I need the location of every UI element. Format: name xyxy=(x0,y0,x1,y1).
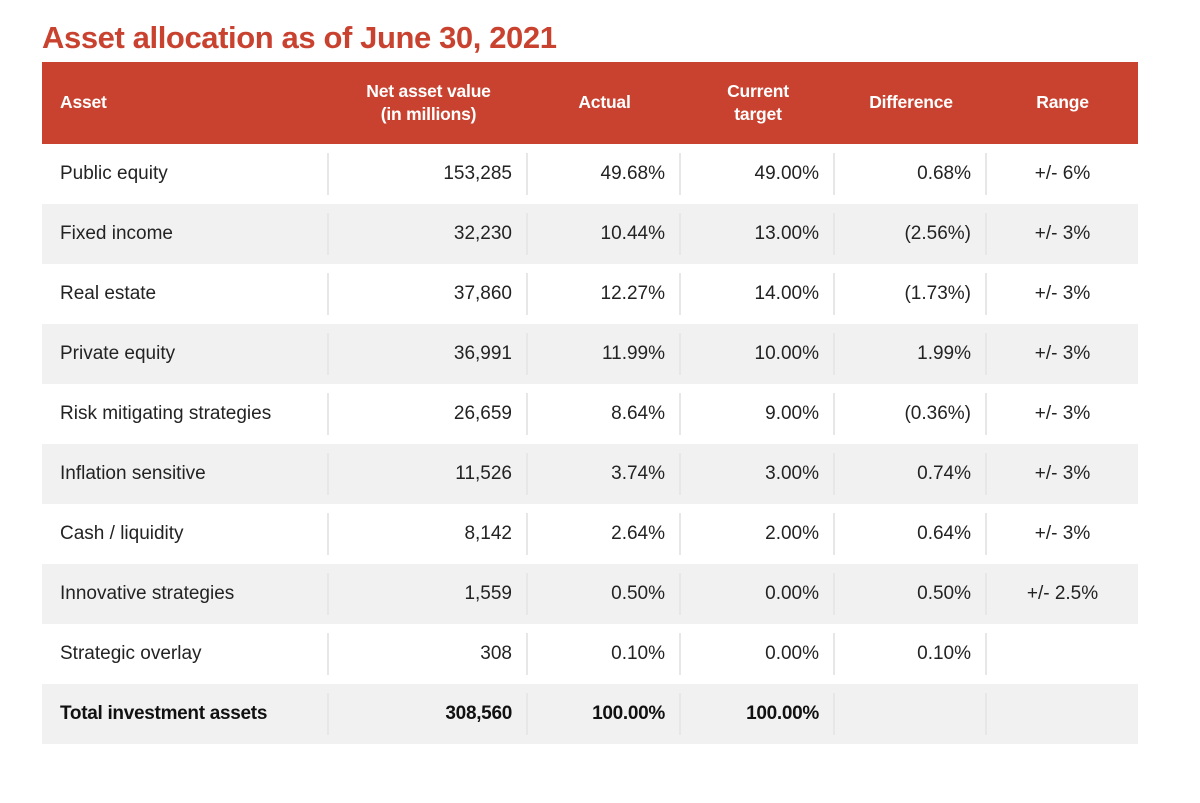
cell-nav: 36,991 xyxy=(329,324,528,384)
cell-range: +/- 3% xyxy=(1034,343,1091,364)
cell-difference: (0.36%) xyxy=(835,384,987,444)
cell-nav: 26,659 xyxy=(329,384,528,444)
cell-actual: 0.10% xyxy=(528,624,681,684)
cell-current-target: 2.00% xyxy=(681,504,835,564)
cell-asset: Innovative strategies xyxy=(42,564,329,624)
cell-nav: 11,526 xyxy=(329,444,528,504)
cell-nav: 308 xyxy=(329,624,528,684)
cell-range: +/- 2.5% xyxy=(1026,583,1099,604)
cell-current-target: 0.00% xyxy=(681,564,835,624)
table-row: Inflation sensitive 11,526 3.74% 3.00% 0.74%… xyxy=(42,444,1138,504)
cell-asset: Fixed income xyxy=(42,204,329,264)
cell-actual: 10.44% xyxy=(528,204,681,264)
column-header-range: Range xyxy=(987,62,1138,144)
cell-difference: 0.64% xyxy=(835,504,987,564)
cell-current-target: 13.00% xyxy=(681,204,835,264)
table-row: Real estate 37,860 12.27% 14.00% (1.73%) +/- … xyxy=(42,264,1138,324)
table-header: Asset Net asset value (in millions) Actu… xyxy=(42,62,1138,144)
total-cell-asset: Total investment assets xyxy=(42,684,329,744)
cell-actual: 3.74% xyxy=(528,444,681,504)
cell-range: +/- 3% xyxy=(1034,223,1091,244)
cell-difference: 0.68% xyxy=(835,144,987,204)
column-header-net-asset-value: Net asset value (in millions) xyxy=(329,62,528,144)
cell-range xyxy=(987,624,1138,684)
cell-asset: Risk mitigating strategies xyxy=(42,384,329,444)
table-row: Fixed income 32,230 10.44% 13.00% (2.56%) +/-… xyxy=(42,204,1138,264)
cell-asset: Strategic overlay xyxy=(42,624,329,684)
table-row: Private equity 36,991 11.99% 10.00% 1.99% +/-… xyxy=(42,324,1138,384)
cell-difference: (2.56%) xyxy=(835,204,987,264)
cell-nav: 37,860 xyxy=(329,264,528,324)
cell-actual: 12.27% xyxy=(528,264,681,324)
table-row: Innovative strategies 1,559 0.50% 0.00% 0.50… xyxy=(42,564,1138,624)
asset-allocation-table: Asset Net asset value (in millions) Actu… xyxy=(42,62,1138,744)
cell-difference: (1.73%) xyxy=(835,264,987,324)
total-cell-difference xyxy=(835,684,987,744)
total-cell-actual: 100.00% xyxy=(528,684,681,744)
cell-difference: 0.74% xyxy=(835,444,987,504)
cell-asset: Public equity xyxy=(42,144,329,204)
cell-nav: 1,559 xyxy=(329,564,528,624)
cell-range: +/- 6% xyxy=(1034,163,1091,184)
cell-difference: 0.10% xyxy=(835,624,987,684)
column-header-actual: Actual xyxy=(528,62,681,144)
cell-asset: Cash / liquidity xyxy=(42,504,329,564)
total-row: Total investment assets 308,560 100.00% 100… xyxy=(42,684,1138,744)
cell-actual: 11.99% xyxy=(528,324,681,384)
total-cell-current-target: 100.00% xyxy=(681,684,835,744)
column-header-current-target: Current target xyxy=(681,62,835,144)
page: Asset allocation as of June 30, 2021 Ass… xyxy=(42,20,1138,744)
cell-difference: 1.99% xyxy=(835,324,987,384)
cell-asset: Real estate xyxy=(42,264,329,324)
cell-nav: 32,230 xyxy=(329,204,528,264)
table-row: Risk mitigating strategies 26,659 8.64% 9.0… xyxy=(42,384,1138,444)
table-row: Strategic overlay 308 0.10% 0.00% 0.10% xyxy=(42,624,1138,684)
cell-difference: 0.50% xyxy=(835,564,987,624)
cell-current-target: 49.00% xyxy=(681,144,835,204)
cell-nav: 8,142 xyxy=(329,504,528,564)
page-title: Asset allocation as of June 30, 2021 xyxy=(42,20,557,55)
cell-actual: 0.50% xyxy=(528,564,681,624)
total-cell-range xyxy=(987,684,1138,744)
cell-current-target: 3.00% xyxy=(681,444,835,504)
column-header-asset: Asset xyxy=(42,62,329,144)
cell-current-target: 14.00% xyxy=(681,264,835,324)
cell-actual: 8.64% xyxy=(528,384,681,444)
total-cell-nav: 308,560 xyxy=(329,684,528,744)
cell-range: +/- 3% xyxy=(1034,283,1091,304)
table-row: Cash / liquidity 8,142 2.64% 2.00% 0.64% +/- … xyxy=(42,504,1138,564)
cell-current-target: 10.00% xyxy=(681,324,835,384)
cell-asset: Private equity xyxy=(42,324,329,384)
cell-asset: Inflation sensitive xyxy=(42,444,329,504)
cell-actual: 49.68% xyxy=(528,144,681,204)
cell-current-target: 9.00% xyxy=(681,384,835,444)
cell-range: +/- 3% xyxy=(1034,523,1091,544)
table-header-row: Asset Net asset value (in millions) Actu… xyxy=(42,62,1138,144)
column-header-difference: Difference xyxy=(835,62,987,144)
cell-range: +/- 3% xyxy=(1034,463,1091,484)
cell-actual: 2.64% xyxy=(528,504,681,564)
cell-current-target: 0.00% xyxy=(681,624,835,684)
cell-nav: 153,285 xyxy=(329,144,528,204)
cell-range: +/- 3% xyxy=(1034,403,1091,424)
table-body: Public equity 153,285 49.68% 49.00% 0.68% +/-… xyxy=(42,144,1138,744)
table-row: Public equity 153,285 49.68% 49.00% 0.68% +/-… xyxy=(42,144,1138,204)
